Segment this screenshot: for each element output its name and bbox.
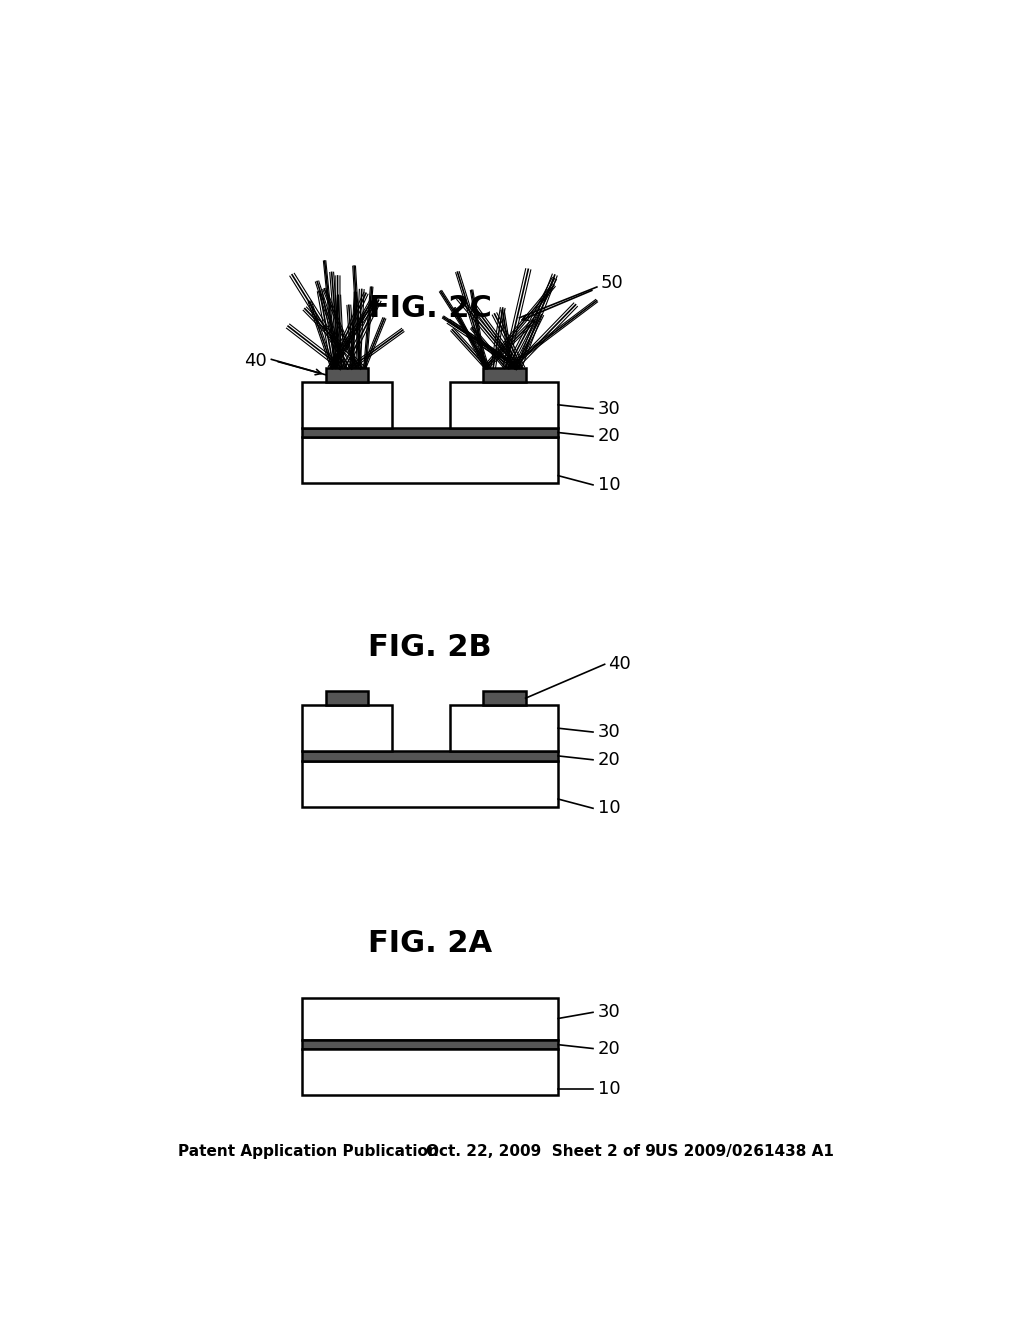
Bar: [302, 998, 558, 1040]
Text: 20: 20: [598, 751, 621, 768]
Text: 40: 40: [245, 352, 267, 370]
Bar: [302, 1049, 558, 1096]
Text: 40: 40: [608, 655, 631, 673]
Bar: [302, 381, 391, 428]
Bar: [450, 705, 558, 751]
Bar: [302, 751, 558, 760]
Text: 20: 20: [598, 1040, 621, 1057]
Text: 30: 30: [598, 1003, 621, 1022]
Bar: [483, 692, 525, 705]
Text: 10: 10: [598, 1080, 621, 1098]
Bar: [302, 1040, 558, 1049]
Text: 30: 30: [598, 723, 621, 741]
Bar: [302, 760, 558, 807]
Bar: [302, 428, 558, 437]
Bar: [326, 368, 369, 381]
Text: Oct. 22, 2009  Sheet 2 of 9: Oct. 22, 2009 Sheet 2 of 9: [426, 1144, 656, 1159]
Text: 20: 20: [598, 428, 621, 445]
Text: FIG. 2C: FIG. 2C: [369, 294, 492, 323]
Bar: [326, 692, 369, 705]
Text: 10: 10: [598, 477, 621, 494]
Text: 30: 30: [598, 400, 621, 417]
Text: 10: 10: [598, 800, 621, 817]
Text: FIG. 2A: FIG. 2A: [369, 929, 493, 958]
Bar: [483, 368, 525, 381]
Bar: [450, 381, 558, 428]
Bar: [302, 705, 391, 751]
Text: Patent Application Publication: Patent Application Publication: [178, 1144, 439, 1159]
Text: 50: 50: [601, 275, 624, 292]
Bar: [302, 437, 558, 483]
Text: US 2009/0261438 A1: US 2009/0261438 A1: [655, 1144, 834, 1159]
Text: FIG. 2B: FIG. 2B: [369, 632, 493, 661]
